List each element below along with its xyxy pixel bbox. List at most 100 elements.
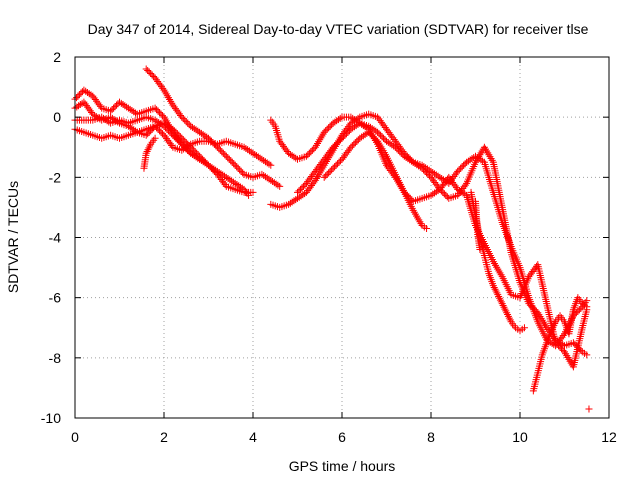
y-axis-label: SDTVAR / TECUs <box>5 181 21 293</box>
data-point <box>247 148 255 156</box>
data-point <box>272 180 280 188</box>
data-point <box>493 289 501 297</box>
data-point <box>144 130 152 138</box>
data-point <box>432 171 440 179</box>
data-point <box>325 124 333 132</box>
data-point <box>494 291 502 299</box>
data-point <box>181 137 189 145</box>
data-point <box>80 86 88 94</box>
data-point <box>219 149 227 157</box>
data-point <box>89 110 97 118</box>
data-point <box>423 224 431 232</box>
data-point <box>254 153 262 161</box>
data-point <box>213 143 221 151</box>
data-point <box>302 152 310 160</box>
data-point <box>74 92 82 100</box>
data-point <box>468 155 476 163</box>
data-point <box>285 200 293 208</box>
data-point <box>547 327 555 335</box>
data-point <box>269 178 277 186</box>
data-point <box>354 114 362 122</box>
data-point <box>297 192 305 200</box>
data-point <box>113 101 121 109</box>
data-point <box>147 70 155 78</box>
data-point <box>339 133 347 141</box>
data-point <box>111 103 119 111</box>
data-point <box>388 141 396 149</box>
data-point <box>75 102 83 110</box>
data-point <box>400 188 408 196</box>
data-point <box>351 139 359 147</box>
data-point <box>492 287 500 295</box>
data-point <box>503 309 511 317</box>
data-point <box>322 127 330 135</box>
data-point <box>496 294 504 302</box>
data-point <box>230 160 238 168</box>
data-point <box>358 120 366 128</box>
data-point <box>383 137 390 145</box>
data-point <box>119 101 127 109</box>
data-point <box>222 152 230 160</box>
data-point <box>126 105 134 113</box>
data-point <box>455 166 463 174</box>
data-point <box>403 191 411 199</box>
data-point <box>405 193 413 201</box>
series-track-c <box>71 119 257 196</box>
data-point <box>439 188 447 196</box>
data-point <box>207 137 215 145</box>
data-point <box>228 158 236 166</box>
y-tick-label: -10 <box>41 410 61 426</box>
data-point <box>286 150 294 158</box>
data-points <box>71 65 593 413</box>
data-point <box>496 296 504 304</box>
data-point <box>301 190 309 198</box>
data-point <box>288 152 296 160</box>
data-point <box>402 151 410 159</box>
data-point <box>490 283 498 291</box>
data-point <box>249 149 257 157</box>
series-track-j <box>294 119 591 371</box>
data-point <box>167 130 175 138</box>
data-point <box>458 163 466 171</box>
data-point <box>178 146 186 154</box>
data-point <box>196 128 204 136</box>
data-point <box>334 139 342 147</box>
data-point <box>400 149 408 157</box>
data-point <box>150 124 158 132</box>
series-track-d <box>142 65 284 190</box>
data-point <box>390 172 398 180</box>
data-point <box>549 323 557 331</box>
data-point <box>263 174 271 182</box>
data-point <box>504 311 512 319</box>
x-tick-label: 8 <box>427 429 435 445</box>
data-point <box>334 160 342 168</box>
data-point <box>331 142 339 150</box>
data-point <box>200 157 208 165</box>
data-point <box>575 306 583 314</box>
data-point <box>203 160 211 168</box>
data-point <box>216 146 224 154</box>
data-point <box>459 189 467 197</box>
data-point <box>265 175 273 183</box>
data-point <box>455 187 463 195</box>
data-point <box>196 155 204 163</box>
data-point <box>190 146 198 154</box>
data-point <box>406 194 414 202</box>
data-point <box>261 158 269 166</box>
data-point <box>160 122 168 130</box>
data-point <box>178 134 186 142</box>
data-point <box>142 65 150 73</box>
data-point <box>558 345 566 353</box>
data-point <box>185 142 193 150</box>
data-point <box>495 292 503 300</box>
data-point <box>197 129 205 137</box>
series-track-m <box>472 197 484 254</box>
data-point <box>258 155 266 163</box>
data-point <box>147 127 155 135</box>
data-point <box>228 177 236 185</box>
data-point <box>192 126 200 134</box>
data-point <box>172 134 180 142</box>
data-point <box>192 153 200 161</box>
data-point <box>323 125 331 133</box>
data-point <box>179 136 187 144</box>
